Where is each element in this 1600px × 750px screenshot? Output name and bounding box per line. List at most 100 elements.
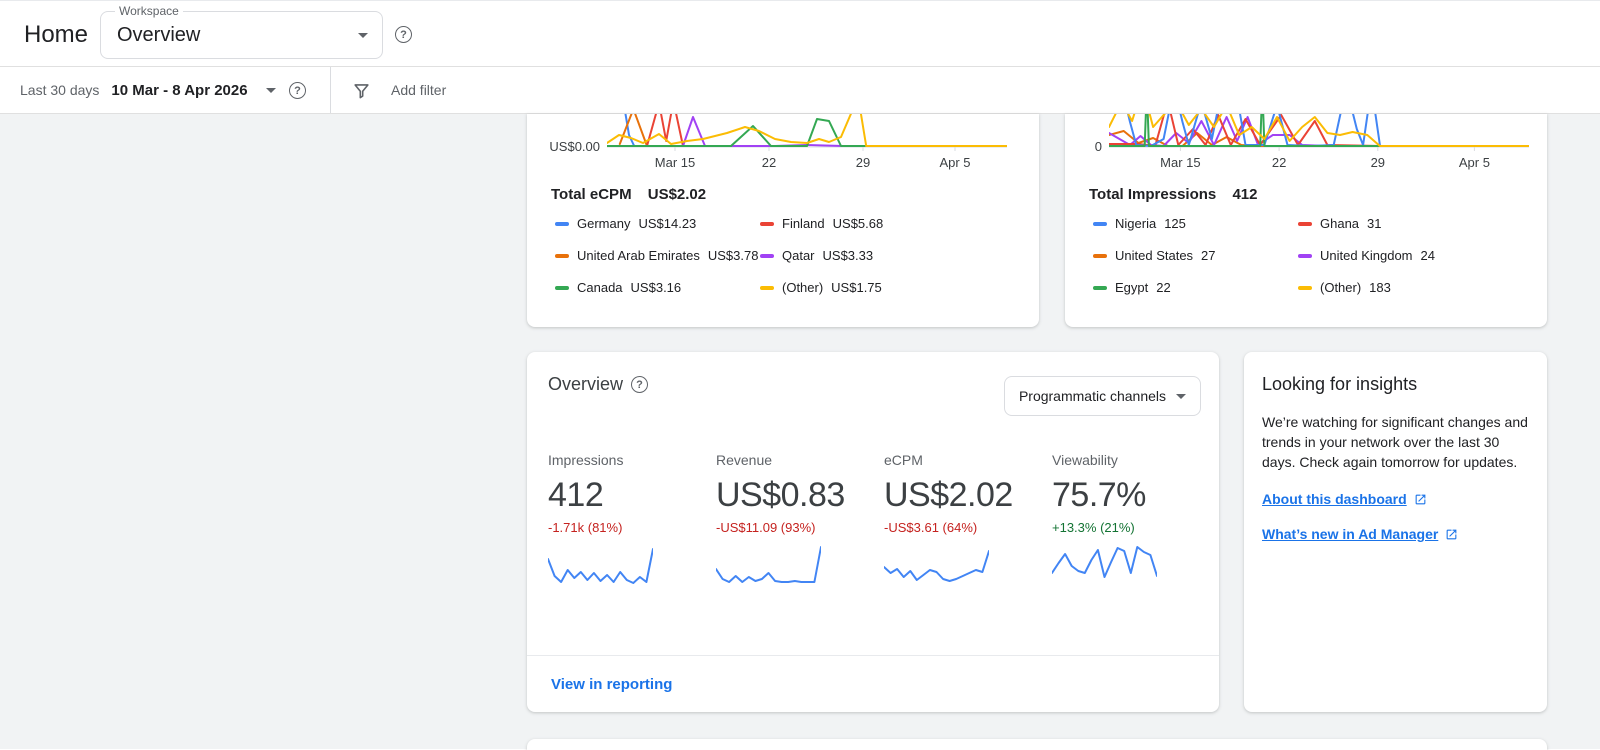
view-in-reporting-link[interactable]: View in reporting [551,676,672,693]
legend-value: 22 [1156,280,1170,295]
x-axis-ticks: Mar 152229Apr 5 [607,155,1007,171]
overview-card-footer: View in reporting [527,655,1219,712]
date-range-value: 10 Mar - 8 Apr 2026 [111,82,247,99]
x-axis-tick-label: Mar 15 [655,155,695,170]
metric-delta: -US$3.61 (64%) [884,520,1052,535]
legend-item: United States 27 [1093,248,1298,263]
ecpm-chart-card: US$0.00 Mar 152229Apr 5 Total eCPM US$2.… [527,114,1039,327]
legend-name: (Other) [782,280,823,295]
page-title: Home [24,21,88,49]
kpi-metrics-row: Impressions412-1.71k (81%)RevenueUS$0.83… [548,452,1220,587]
legend-swatch [1298,222,1312,226]
legend-item: United Arab Emirates US$3.78 [555,248,760,263]
legend-value: 27 [1201,248,1215,263]
impressions-plot-area: 0 Mar 152229Apr 5 [1109,114,1529,152]
total-value: 412 [1232,186,1257,203]
overview-help-icon[interactable]: ? [631,376,648,393]
date-range-help-icon[interactable]: ? [289,82,306,99]
channel-selector-value: Programmatic channels [1019,388,1166,404]
legend-value: 24 [1421,248,1435,263]
legend-value: 183 [1369,280,1391,295]
legend-name: United States [1115,248,1193,263]
metric-viewability: Viewability75.7%+13.3% (21%) [1052,452,1220,587]
chevron-down-icon [266,88,276,93]
filter-bar: Last 30 days 10 Mar - 8 Apr 2026 ? Add f… [0,67,1600,114]
legend-swatch [1298,254,1312,258]
workspace-value: Overview [117,24,200,47]
overview-title-text: Overview [548,374,623,395]
metric-sparkline [716,545,821,587]
legend-swatch [1093,222,1107,226]
legend-name: Canada [577,280,623,295]
metric-label: eCPM [884,452,1052,468]
legend-swatch [1093,254,1107,258]
legend-name: United Arab Emirates [577,248,700,263]
legend-name: (Other) [1320,280,1361,295]
metric-label: Revenue [716,452,884,468]
metric-ecpm: eCPM US$2.02 -US$3.61 (64%) [884,452,1052,587]
date-range-selector[interactable]: Last 30 days 10 Mar - 8 Apr 2026 [20,67,276,113]
legend-swatch [1093,286,1107,290]
legend-value: 125 [1164,216,1186,231]
legend-name: Egypt [1115,280,1148,295]
insights-title: Looking for insights [1262,374,1529,395]
metric-label: Viewability [1052,452,1220,468]
whats-new-link[interactable]: What’s new in Ad Manager [1262,526,1438,542]
filter-icon[interactable] [352,81,371,100]
add-filter-button[interactable]: Add filter [391,82,446,98]
dashboard-content: US$0.00 Mar 152229Apr 5 Total eCPM US$2.… [0,114,1600,749]
legend-value: US$3.33 [823,248,874,263]
workspace-help-icon[interactable]: ? [395,26,412,43]
x-axis-tick-label: 22 [1272,155,1286,170]
x-axis-ticks: Mar 152229Apr 5 [1109,155,1529,171]
external-link-icon [1445,528,1458,541]
metric-delta: +13.3% (21%) [1052,520,1220,535]
legend-name: United Kingdom [1320,248,1413,263]
next-card-partial [527,739,1547,750]
metric-sparkline [548,545,653,587]
chevron-down-icon [358,33,368,38]
legend-value: US$3.78 [708,248,759,263]
x-axis-tick-label: Mar 15 [1160,155,1200,170]
legend-value: US$5.68 [833,216,884,231]
overview-card-title: Overview ? [548,374,648,395]
metric-delta: -US$11.09 (93%) [716,520,884,535]
x-axis-tick-label: 29 [856,155,870,170]
impressions-line-chart [1109,114,1529,152]
legend-value: US$14.23 [638,216,696,231]
channel-selector-dropdown[interactable]: Programmatic channels [1004,376,1201,416]
about-dashboard-link[interactable]: About this dashboard [1262,491,1407,507]
x-axis-tick-label: Apr 5 [1459,155,1490,170]
legend-swatch [1298,286,1312,290]
total-label: Total eCPM [551,186,632,203]
y-axis-zero-label: US$0.00 [549,139,600,154]
legend-value: US$1.75 [831,280,882,295]
metric-impressions: Impressions412-1.71k (81%) [548,452,716,587]
legend-name: Germany [577,216,630,231]
legend-name: Qatar [782,248,815,263]
legend-item: Egypt 22 [1093,280,1298,295]
metric-sparkline [1052,545,1157,587]
legend-item: Ghana31 [1298,216,1435,231]
legend-value: US$3.16 [631,280,682,295]
legend-name: Finland [782,216,825,231]
ecpm-legend: Germany US$14.23 Finland US$5.68 United Arab… [555,216,883,295]
metric-sparkline [884,545,989,587]
impressions-legend: Nigeria125Ghana31 United States 27 United K… [1093,216,1435,295]
metric-value: US$2.02 [884,476,1052,515]
legend-swatch [760,222,774,226]
divider [330,67,331,113]
legend-swatch [555,222,569,226]
metric-revenue: RevenueUS$0.83-US$11.09 (93%) [716,452,884,587]
legend-value: 31 [1367,216,1381,231]
legend-swatch [760,286,774,290]
about-dashboard-link-row: About this dashboard [1262,491,1529,507]
legend-item: Qatar US$3.33 [760,248,883,263]
legend-swatch [760,254,774,258]
legend-item: Nigeria125 [1093,216,1298,231]
legend-item: Canada US$3.16 [555,280,760,295]
insights-body: We’re watching for significant changes a… [1262,412,1530,472]
workspace-selector[interactable]: Workspace Overview [100,11,383,59]
legend-item: United Kingdom 24 [1298,248,1435,263]
impressions-chart-card: 0 Mar 152229Apr 5 Total Impressions 412 … [1065,114,1547,327]
